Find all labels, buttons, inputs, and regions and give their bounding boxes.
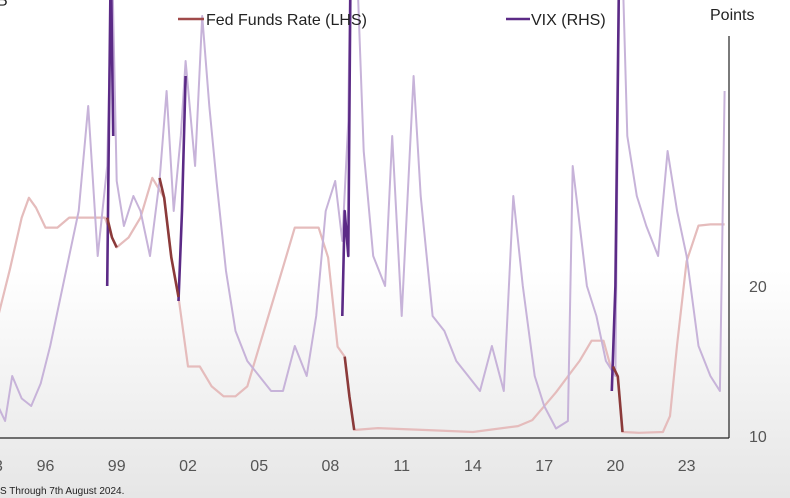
highlight-layer [105, 0, 624, 433]
highlight-vix-1 [177, 75, 187, 302]
highlight-vix-3 [610, 0, 621, 392]
y-tick-label-20: 20 [749, 279, 767, 296]
x-tick-label-14: 14 [464, 458, 482, 475]
series-line-vix [0, 0, 726, 430]
legend-label-vix: VIX (RHS) [531, 12, 606, 29]
x-tick-label-99: 99 [108, 458, 126, 475]
highlight-fed-funds-6 [343, 356, 356, 431]
y-tick-label-10: 10 [749, 429, 767, 446]
x-tick-label-17: 17 [535, 458, 553, 475]
legend: Fed Funds Rate (LHS) VIX (RHS) [178, 12, 606, 29]
footnote: S Through 7th August 2024. [0, 486, 124, 497]
legend-label-fed-funds: Fed Funds Rate (LHS) [206, 12, 367, 29]
highlight-fed-funds-4 [105, 217, 118, 248]
x-tick-labels: 96 99 02 05 08 11 14 17 20 23 3 [0, 458, 696, 475]
x-tick-label-05: 05 [250, 458, 268, 475]
x-tick-label-23: 23 [678, 458, 696, 475]
left-axis-unit-fragment: P [0, 0, 8, 14]
x-tick-label-96: 96 [37, 458, 55, 475]
x-tick-label-02: 02 [179, 458, 197, 475]
highlight-fed-funds-5 [158, 177, 180, 298]
x-tick-label-partial: 3 [0, 458, 3, 475]
right-axis-unit-label: Points [710, 7, 754, 24]
x-tick-label-20: 20 [607, 458, 625, 475]
highlight-fed-funds-7 [611, 365, 624, 433]
highlight-vix-2 [341, 0, 352, 317]
y-tick-labels: 102040 [749, 279, 767, 446]
highlight-vix-0 [105, 0, 115, 287]
x-tick-label-08: 08 [322, 458, 340, 475]
x-tick-label-11: 11 [393, 458, 410, 475]
